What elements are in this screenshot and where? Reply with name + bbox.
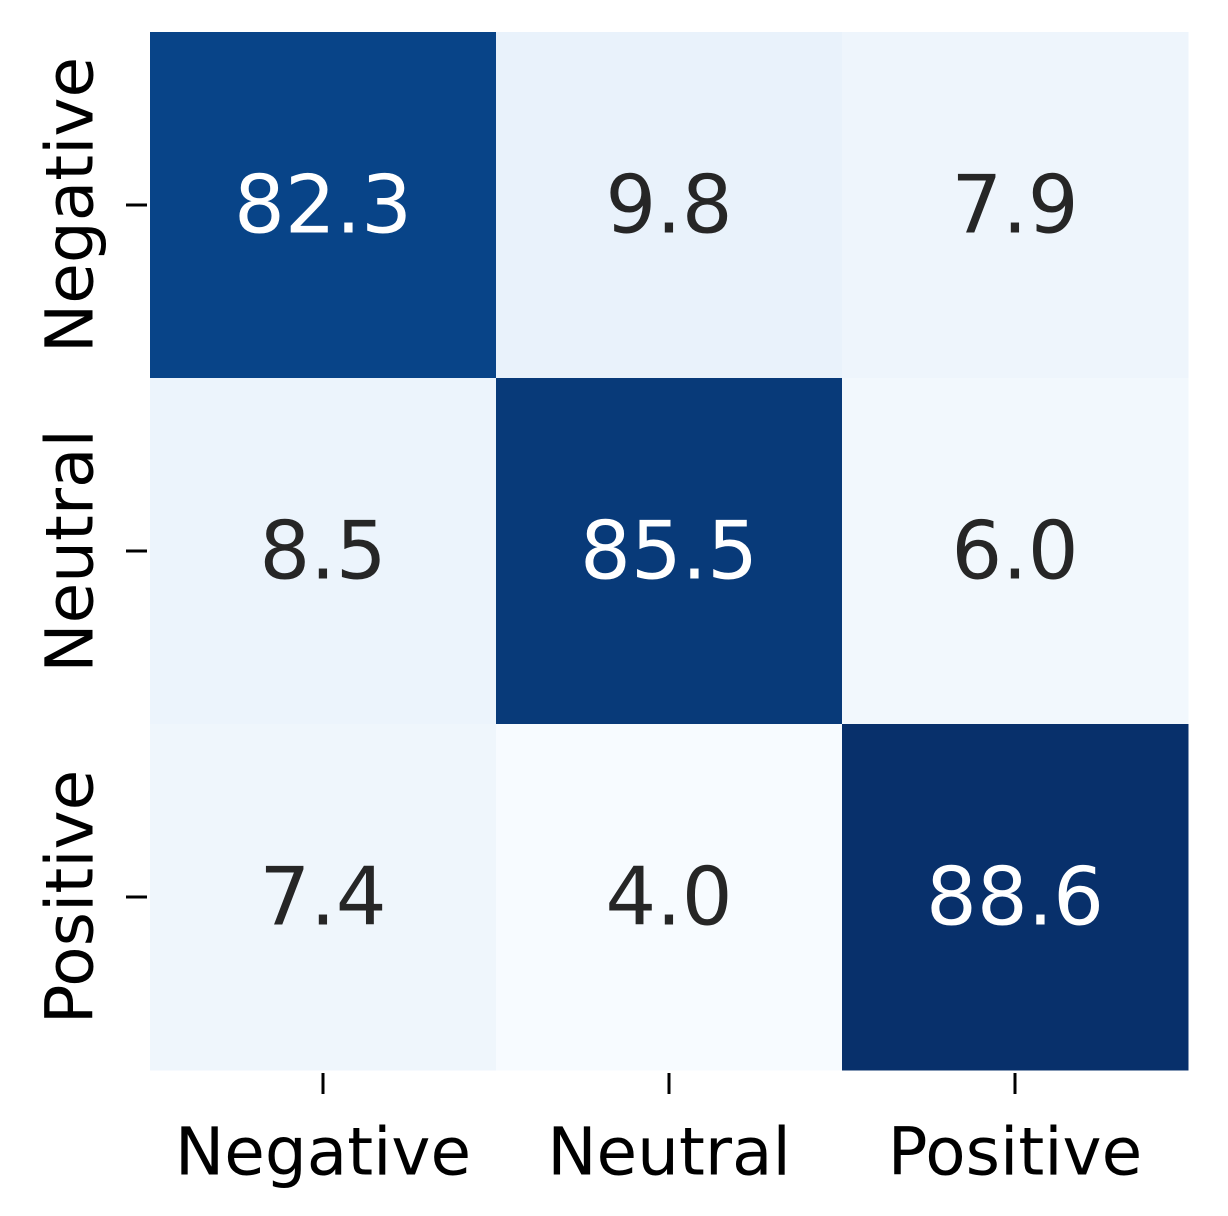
heatmap-cell bbox=[842, 32, 1189, 379]
heatmap-cell bbox=[842, 378, 1189, 725]
heatmap-cell bbox=[496, 378, 843, 725]
heatmap-cell bbox=[150, 378, 497, 725]
heatmap-cell bbox=[496, 724, 843, 1071]
cell-value-label: 8.5 bbox=[259, 505, 386, 598]
y-tick-label: Positive bbox=[32, 770, 109, 1024]
heatmap-cell bbox=[150, 724, 497, 1071]
heatmap-cell bbox=[150, 32, 497, 379]
cell-value-label: 4.0 bbox=[605, 851, 732, 944]
x-tick-label: Neutral bbox=[547, 1114, 791, 1191]
x-tick-label: Negative bbox=[175, 1114, 471, 1191]
cell-value-label: 88.6 bbox=[926, 851, 1104, 944]
cell-value-label: 7.9 bbox=[951, 159, 1078, 252]
cell-value-label: 7.4 bbox=[259, 851, 386, 944]
cell-value-label: 85.5 bbox=[580, 505, 758, 598]
y-tick-label: Neutral bbox=[32, 429, 109, 673]
x-tick-label: Positive bbox=[888, 1114, 1142, 1191]
y-tick-label: Negative bbox=[32, 57, 109, 353]
heatmap-cell bbox=[842, 724, 1189, 1071]
cell-value-label: 9.8 bbox=[605, 159, 732, 252]
cell-value-label: 82.3 bbox=[234, 159, 412, 252]
heatmap-cell bbox=[496, 32, 843, 379]
cell-value-label: 6.0 bbox=[951, 505, 1078, 598]
